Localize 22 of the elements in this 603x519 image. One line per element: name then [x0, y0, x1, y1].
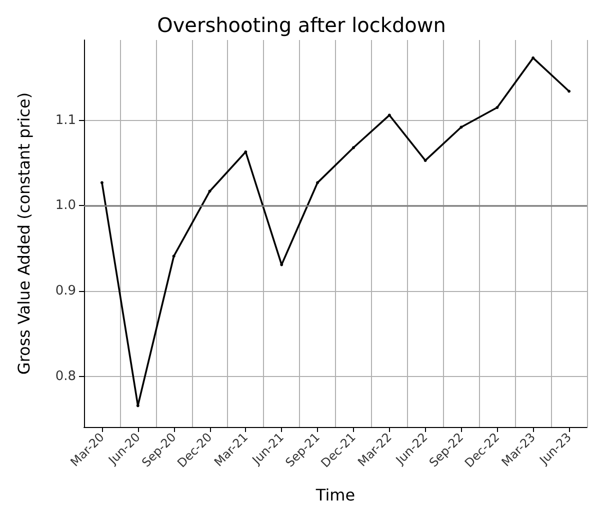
- point: [136, 404, 140, 408]
- point: [316, 181, 320, 184]
- point: [568, 90, 571, 93]
- point: [388, 114, 391, 117]
- y-tick-label: 1.0: [55, 198, 76, 214]
- x-axis-title: Time: [314, 486, 356, 504]
- y-tick-label: 1.1: [55, 112, 76, 128]
- point: [352, 146, 355, 150]
- chart-title: Overshooting after lockdown: [157, 13, 446, 37]
- y-tick-label: 0.8: [55, 369, 76, 384]
- y-axis-title: Gross Value Added (constant price): [14, 92, 34, 375]
- point: [424, 158, 427, 162]
- point: [496, 106, 499, 109]
- point: [280, 263, 284, 266]
- point: [100, 181, 104, 184]
- point: [244, 150, 248, 154]
- point: [172, 254, 176, 258]
- y-tick-label: 0.9: [55, 284, 76, 299]
- point: [532, 56, 535, 60]
- point: [208, 190, 212, 193]
- line-series: [100, 56, 571, 408]
- point: [460, 126, 463, 129]
